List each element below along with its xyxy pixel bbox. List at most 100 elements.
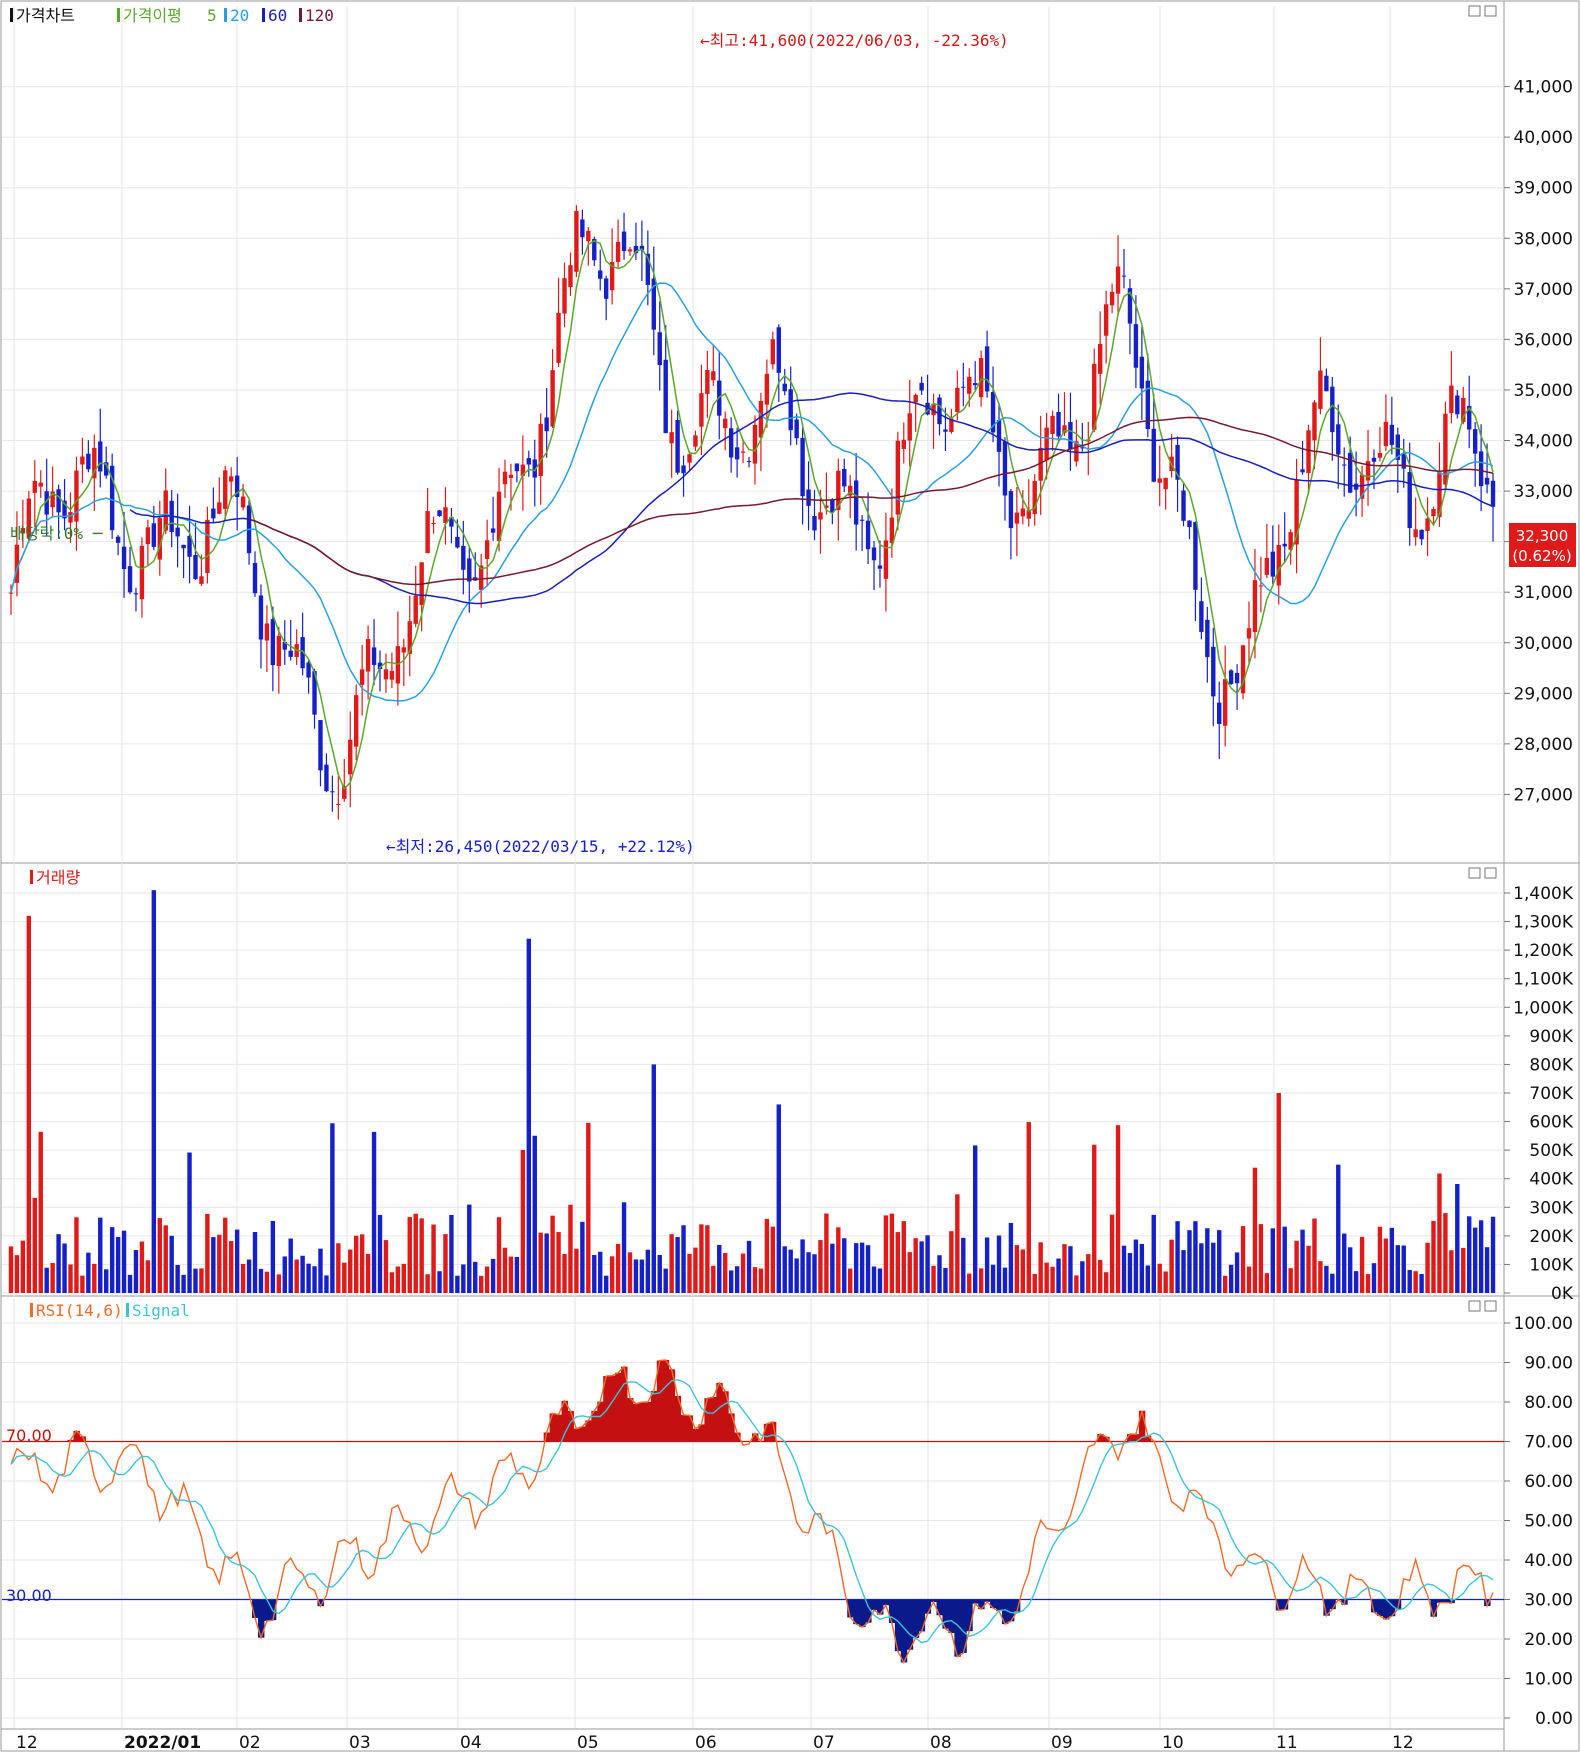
rsi-overbought-fill: [698, 1424, 705, 1442]
candle-body: [371, 647, 377, 665]
candle-body: [907, 413, 912, 441]
volume-panel-controls[interactable]: [1468, 867, 1497, 879]
candle-body: [705, 369, 710, 394]
candle-body: [187, 535, 192, 557]
low-annotation: ←최저:26,450(2022/03/15, +22.12%): [386, 837, 695, 856]
rsi-overbought-fill: [710, 1396, 717, 1442]
candle-body: [121, 546, 127, 570]
volume-bar: [1234, 1252, 1240, 1293]
volume-bar: [74, 1217, 79, 1293]
volume-bar: [1413, 1271, 1418, 1293]
candle-body: [1264, 557, 1270, 575]
volume-bar: [38, 1131, 43, 1293]
candle-body: [1330, 386, 1335, 433]
volume-bar: [276, 1274, 282, 1293]
volume-bar: [532, 1135, 537, 1293]
volume-bar: [1145, 1265, 1151, 1293]
volume-bar: [812, 1254, 817, 1293]
candle-body: [1401, 453, 1406, 469]
volume-bar: [1377, 1226, 1383, 1293]
candle-body: [1461, 397, 1466, 423]
candle-body: [1371, 457, 1377, 462]
rsi-oversold-fill: [1388, 1599, 1396, 1617]
minimize-icon[interactable]: [1468, 5, 1481, 17]
volume-bar: [728, 1270, 734, 1293]
volume-bar: [127, 1274, 133, 1293]
ma-legend-label: 가격이평: [123, 6, 182, 25]
candle-body: [1228, 670, 1234, 684]
candle-body: [32, 480, 37, 493]
volume-bar: [32, 1197, 37, 1293]
volume-bar: [294, 1259, 299, 1293]
volume-bar: [705, 1225, 710, 1293]
volume-bar: [1038, 1242, 1043, 1293]
rsi-overbought-fill: [704, 1398, 711, 1442]
volume-bar: [1157, 1263, 1162, 1293]
volume-bar: [943, 1268, 948, 1293]
volume-bar: [1324, 1265, 1329, 1293]
volume-bar: [1217, 1230, 1222, 1293]
volume-bar: [1258, 1224, 1264, 1293]
volume-legend: 거래량: [30, 868, 80, 887]
volume-bar: [359, 1234, 365, 1293]
rsi-overbought-fill: [549, 1413, 557, 1442]
candle-body: [1324, 375, 1329, 392]
rsi-overbought-fill: [1097, 1433, 1104, 1442]
volume-bar: [1080, 1261, 1085, 1293]
volume-bar: [26, 915, 32, 1293]
volume-bar: [217, 1234, 222, 1293]
volume-bar: [121, 1230, 127, 1293]
candle-body: [508, 474, 514, 479]
rsi-overbought-fill: [1132, 1434, 1140, 1442]
candle-body: [544, 417, 549, 432]
volume-bar: [1181, 1250, 1186, 1293]
candle-body: [8, 592, 14, 594]
candle-body: [199, 576, 204, 584]
candle-body: [1050, 415, 1055, 434]
volume-bar: [193, 1268, 198, 1293]
candle-body: [383, 669, 389, 680]
volume-bar: [586, 1122, 591, 1293]
legend-marker: [262, 8, 265, 22]
rsi-oversold-fill: [317, 1599, 324, 1607]
volume-bar: [92, 1263, 97, 1293]
close-icon[interactable]: [1484, 867, 1497, 879]
x-tick-label: 08: [930, 1733, 952, 1753]
volume-bar: [830, 1243, 835, 1293]
close-icon[interactable]: [1484, 1300, 1497, 1312]
rsi-panel-controls[interactable]: [1468, 1300, 1497, 1312]
rsi-oversold-fill: [882, 1599, 890, 1606]
candle-body: [1211, 646, 1216, 697]
candle-body: [151, 523, 157, 547]
candle-body: [746, 461, 752, 463]
volume-bar: [425, 1274, 430, 1293]
candle-body: [1336, 424, 1341, 455]
price-panel-controls[interactable]: [1468, 5, 1497, 17]
x-tick-label: 02: [239, 1733, 261, 1753]
volume-bar: [443, 1234, 448, 1293]
volume-bar: [1383, 1238, 1389, 1293]
volume-bar: [937, 1255, 942, 1293]
volume-bar: [663, 1268, 668, 1293]
rsi-overbought-fill: [1103, 1436, 1110, 1442]
volume-bar: [1288, 1268, 1293, 1293]
y-tick-label: 0.00: [1535, 1709, 1573, 1729]
volume-bar: [461, 1264, 466, 1293]
close-icon[interactable]: [1484, 5, 1497, 17]
candle-body: [645, 253, 651, 285]
rsi-overbought-fill: [555, 1414, 563, 1442]
volume-bar: [353, 1235, 359, 1293]
volume-bar: [199, 1268, 204, 1293]
volume-bar: [562, 1254, 567, 1293]
volume-bar: [556, 1232, 561, 1293]
candle-body: [1163, 477, 1168, 490]
minimize-icon[interactable]: [1468, 867, 1481, 879]
rsi-overbought-fill: [680, 1415, 688, 1442]
candle-body: [812, 515, 817, 531]
volume-bar: [377, 1214, 383, 1293]
volume-bar: [1020, 1249, 1026, 1293]
volume-bar: [1205, 1228, 1210, 1293]
candle-body: [770, 339, 776, 365]
minimize-icon[interactable]: [1468, 1300, 1481, 1312]
volume-bar: [1455, 1183, 1460, 1293]
